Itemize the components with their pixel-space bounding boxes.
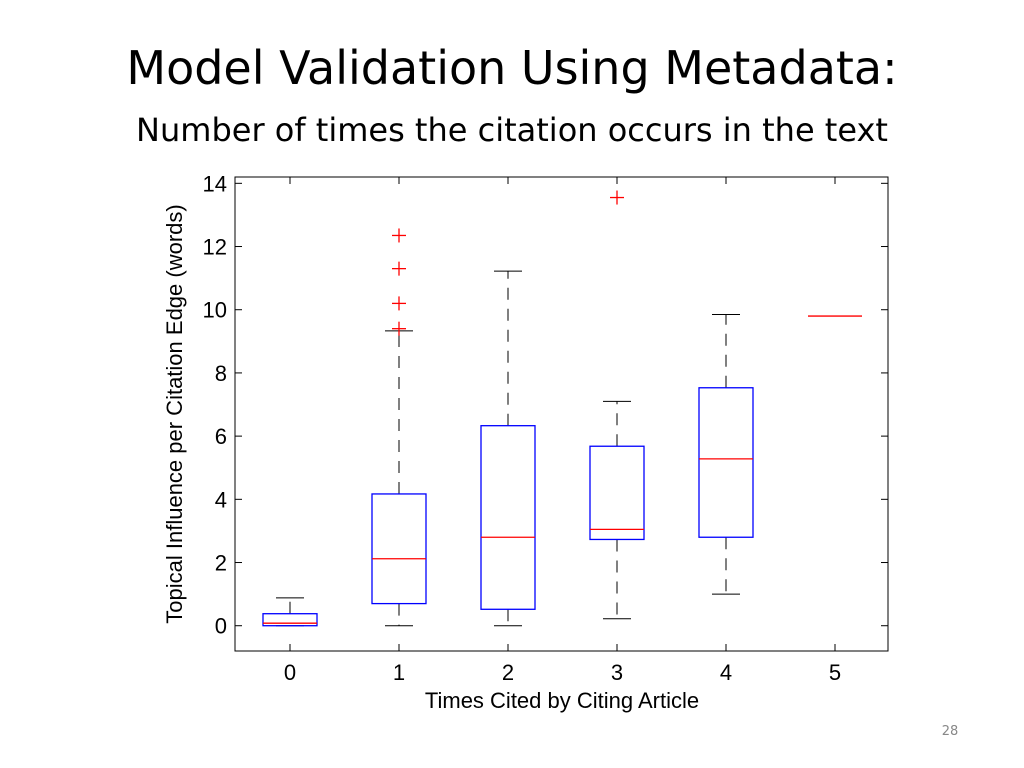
iqr-box — [698, 387, 754, 538]
y-tick-label: 8 — [215, 361, 227, 386]
x-axis-label: Times Cited by Citing Article — [425, 688, 699, 713]
slide-title: Model Validation Using Metadata: — [126, 41, 898, 95]
box-category-2 — [480, 270, 536, 627]
outlier-point — [392, 321, 406, 336]
x-tick-label: 3 — [611, 660, 623, 685]
x-tick-label: 5 — [829, 660, 841, 685]
box-category-1 — [371, 228, 427, 627]
y-tick-label: 10 — [203, 298, 227, 323]
iqr-box — [262, 613, 318, 627]
y-tick-label: 14 — [203, 171, 227, 196]
outlier-point — [610, 190, 624, 205]
box-category-4 — [698, 313, 754, 595]
iqr-box — [480, 425, 536, 610]
x-tick-label: 4 — [720, 660, 732, 685]
y-tick-label: 12 — [203, 235, 227, 260]
iqr-box — [589, 445, 645, 541]
y-tick-label: 2 — [215, 551, 227, 576]
y-axis-label: Topical Influence per Citation Edge (wor… — [162, 204, 187, 623]
box-series — [262, 190, 862, 627]
outlier-point — [392, 296, 406, 311]
outlier-point — [392, 261, 406, 276]
iqr-box — [371, 493, 427, 605]
x-tick-label: 0 — [284, 660, 296, 685]
y-tick-label: 6 — [215, 424, 227, 449]
box-category-0 — [262, 597, 318, 627]
page-number: 28 — [941, 724, 959, 739]
plot-frame — [234, 176, 889, 652]
slide-subtitle: Number of times the citation occurs in t… — [136, 111, 888, 149]
y-tick-label: 0 — [215, 614, 227, 639]
x-axis: 0 1 2 3 4 5 — [284, 177, 841, 685]
x-tick-label: 2 — [502, 660, 514, 685]
outlier-point — [392, 228, 406, 243]
y-axis: 0 2 4 6 8 10 12 14 — [203, 171, 888, 639]
x-tick-label: 1 — [393, 660, 405, 685]
y-tick-label: 4 — [215, 487, 227, 512]
box-category-3 — [589, 190, 645, 620]
